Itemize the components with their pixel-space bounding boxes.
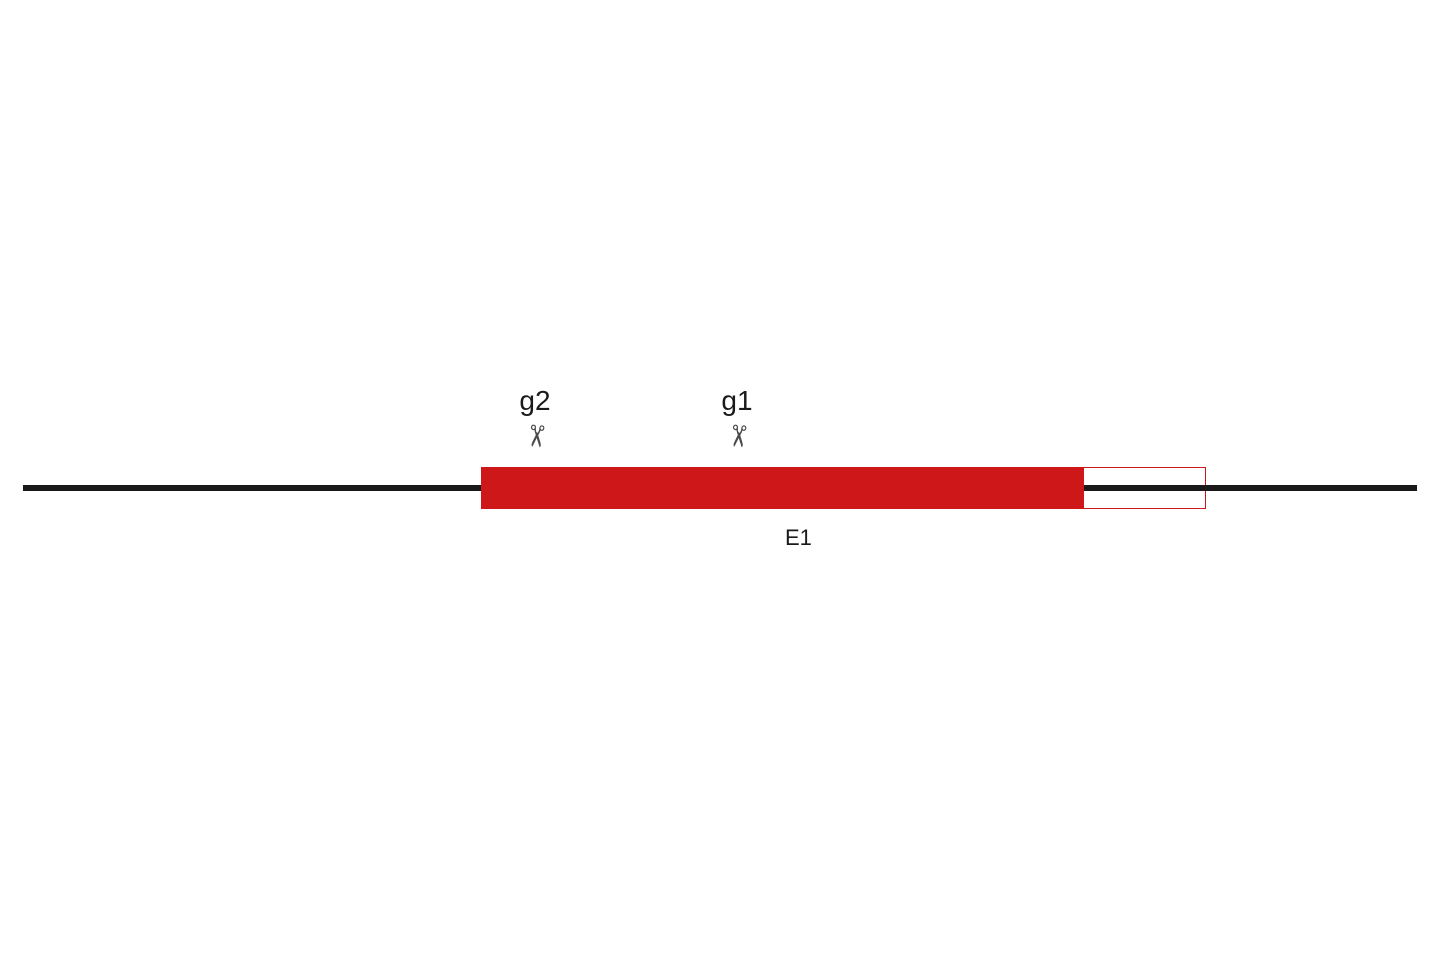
scissors-icon: ✂ — [519, 422, 551, 450]
cut-label-g1: g1 — [721, 385, 752, 417]
gene-diagram: E1 g2 ✂ g1 ✂ — [0, 0, 1440, 960]
genome-track-through-utr — [1084, 485, 1206, 491]
genome-track-right — [1206, 485, 1417, 491]
cut-label-g2: g2 — [519, 385, 550, 417]
genome-track-left — [23, 485, 481, 491]
scissors-icon: ✂ — [721, 422, 753, 450]
exon-label: E1 — [785, 525, 812, 551]
exon-fill-box — [481, 467, 1084, 509]
